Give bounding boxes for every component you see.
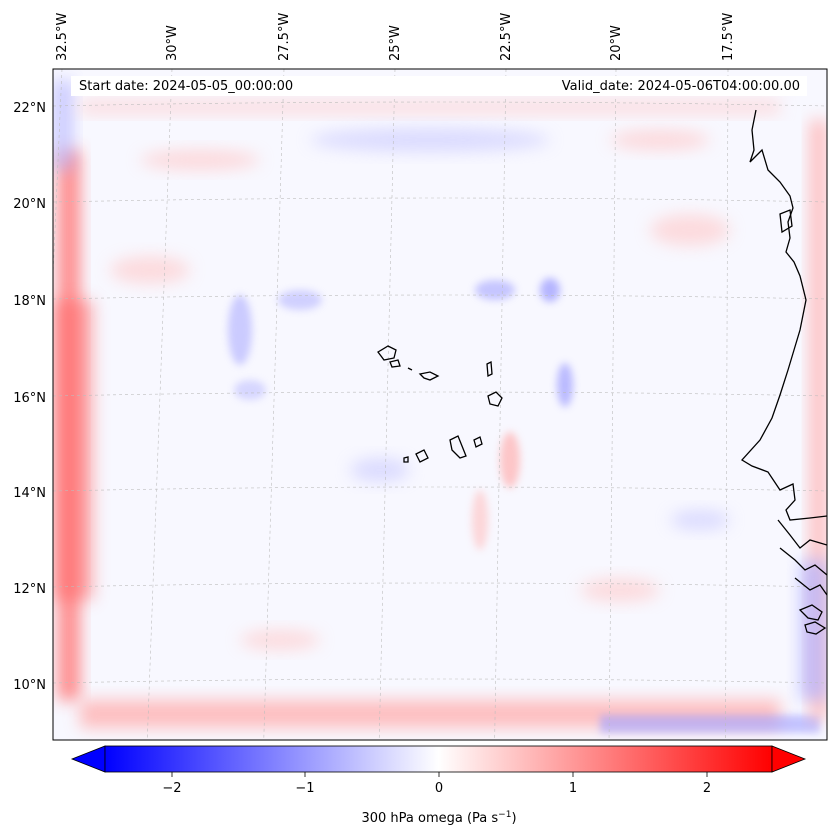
- colorbar-tick: −1: [295, 781, 314, 796]
- lon-label: 30°W: [165, 25, 180, 61]
- lat-label: 12°N: [13, 582, 46, 597]
- lon-label: 22.5°W: [499, 13, 514, 61]
- lon-label: 27.5°W: [277, 13, 292, 61]
- colorbar-extend-min: [70, 745, 106, 773]
- santo-antao-island: [377, 345, 397, 361]
- colorbar-label: 300 hPa omega (Pa s−1): [361, 810, 516, 826]
- lat-gridline: [53, 101, 827, 107]
- valid-date-label: Valid_date: 2024-05-06T04:00:00.00: [562, 79, 800, 94]
- coastline: [377, 109, 827, 635]
- start-date-label: Start date: 2024-05-05_00:00:00: [79, 79, 293, 94]
- colorbar-extend-max: [771, 745, 807, 773]
- lat-gridline: [53, 486, 827, 492]
- lat-gridline: [53, 197, 827, 203]
- lon-label: 17.5°W: [721, 13, 736, 61]
- lat-label: 16°N: [13, 391, 46, 406]
- maio-island: [473, 436, 483, 448]
- sal-island: [486, 360, 493, 378]
- lat-axis-labels: 22°N 20°N 18°N 16°N 14°N 12°N 10°N: [13, 101, 46, 693]
- sao-nicolau-island: [418, 371, 440, 381]
- lat-label: 22°N: [13, 101, 46, 116]
- colorbar-tick: −2: [162, 781, 181, 796]
- lon-label: 32.5°W: [55, 13, 70, 61]
- santiago-island: [449, 435, 467, 459]
- boa-vista-island: [487, 391, 503, 407]
- brava-island: [403, 456, 409, 463]
- lon-gridline: [494, 69, 507, 740]
- lat-gridline: [53, 294, 827, 300]
- gridlines: [53, 69, 827, 740]
- africa-coastline: [740, 109, 827, 521]
- colorbar-gradient: [104, 745, 773, 773]
- colorbar-tick: 1: [569, 781, 577, 796]
- colorbar-tick: 2: [703, 781, 711, 796]
- omega-field: [53, 80, 827, 733]
- lon-gridline: [146, 69, 173, 740]
- lon-gridline: [725, 69, 729, 740]
- info-box: [71, 76, 807, 96]
- lon-label: 20°W: [609, 25, 624, 61]
- lon-label: 25°W: [388, 25, 403, 61]
- lon-gridline: [608, 69, 617, 740]
- colorbar-tick: 0: [435, 781, 443, 796]
- fogo-island: [415, 449, 429, 463]
- lat-label: 14°N: [13, 486, 46, 501]
- lat-label: 10°N: [13, 678, 46, 693]
- lon-gridline: [263, 69, 285, 740]
- lat-gridline: [53, 582, 827, 588]
- map-frame: [52, 68, 828, 741]
- lon-axis-labels: 32.5°W 30°W 27.5°W 25°W 22.5°W 20°W 17.5…: [55, 13, 736, 61]
- lat-label: 20°N: [13, 197, 46, 212]
- lat-label: 18°N: [13, 294, 46, 309]
- map-panel: Start date: 2024-05-05_00:00:00 Valid_da…: [52, 68, 828, 741]
- lon-gridline: [378, 69, 396, 740]
- lat-gridline: [53, 391, 827, 397]
- sao-vicente-island: [389, 359, 401, 368]
- lat-gridline: [53, 678, 827, 684]
- colorbar: −2 −1 0 1 2 300 hPa omega (Pa s−1): [70, 745, 807, 826]
